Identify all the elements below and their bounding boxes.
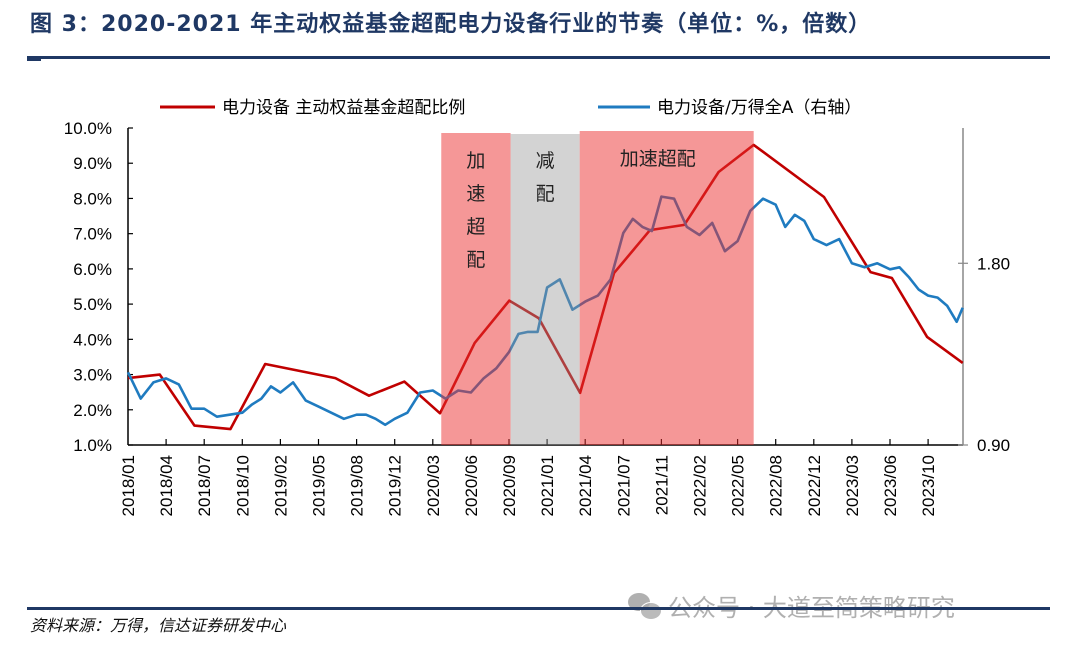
legend: 电力设备 主动权益基金超配比例 电力设备/万得全A（右轴）	[160, 98, 861, 118]
x-tick-label: 2023/06	[881, 455, 900, 516]
annotation-band	[510, 134, 580, 445]
x-tick-label: 2021/11	[652, 455, 671, 515]
x-tick-label: 2023/10	[919, 455, 938, 516]
legend-label-allocation: 电力设备 主动权益基金超配比例	[222, 98, 465, 118]
series-line-relative	[126, 195, 964, 427]
x-tick-label: 2022/02	[691, 455, 710, 516]
x-tick-label: 2018/04	[157, 455, 176, 516]
y-left-tick-label: 3.0%	[73, 366, 112, 385]
y-left-tick-label: 1.0%	[73, 436, 112, 455]
y-right-tick-label: 1.80	[977, 254, 1010, 273]
x-tick-label: 2020/03	[424, 455, 443, 516]
y-left-tick-label: 8.0%	[73, 189, 112, 208]
wechat-icon	[628, 592, 662, 620]
tick-labels: 1.0% 2.0% 3.0% 4.0% 5.0% 6.0% 7.0% 8.0% 9.0% 10.0…	[64, 119, 1010, 516]
annotation-label-char: 加	[466, 150, 485, 172]
x-tick-label: 2019/12	[386, 455, 405, 516]
annotation-label-char: 减	[536, 150, 555, 172]
x-tick-label: 2019/05	[310, 455, 329, 516]
title-rule	[27, 56, 1050, 59]
watermark-text: 公众号 · 大道至简策略研究	[668, 594, 955, 622]
x-tick-label: 2022/08	[767, 455, 786, 516]
x-tick-label: 2019/08	[348, 455, 367, 516]
y-left-tick-label: 6.0%	[73, 260, 112, 279]
y-left-tick-label: 10.0%	[64, 119, 112, 138]
y-left-tick-label: 2.0%	[73, 401, 112, 420]
y-left-tick-label: 9.0%	[73, 154, 112, 173]
annotation-band	[441, 133, 511, 445]
x-tick-label: 2019/02	[271, 455, 290, 516]
x-tick-label: 2022/05	[729, 455, 748, 516]
figure-title: 图 3：2020-2021 年主动权益基金超配电力设备行业的节奏（单位：%，倍数…	[30, 12, 872, 37]
annotation-label-char: 速	[466, 183, 485, 205]
x-tick-label: 2021/07	[614, 455, 633, 516]
annotation-bands	[441, 131, 754, 445]
x-tick-label: 2021/01	[538, 455, 557, 516]
x-tick-label: 2018/07	[195, 455, 214, 516]
annotation-label: 加速超配	[620, 148, 696, 170]
x-tick-label: 2021/04	[576, 455, 595, 516]
annotation-label-char: 配	[466, 249, 485, 271]
watermark: 公众号 · 大道至简策略研究	[628, 588, 955, 623]
x-tick-label: 2018/01	[119, 455, 138, 516]
y-left-tick-label: 4.0%	[73, 330, 112, 349]
axes	[127, 127, 968, 446]
source-note: 资料来源：万得，信达证券研发中心	[30, 616, 287, 635]
footer-rule	[27, 607, 1050, 610]
y-right-tick-label: 0.90	[977, 436, 1010, 455]
y-left-tick-label: 7.0%	[73, 225, 112, 244]
x-tick-label: 2018/10	[233, 455, 252, 516]
title-rule-accent	[27, 59, 41, 61]
annotation-label-char: 超	[466, 216, 485, 238]
annotation-band	[579, 131, 754, 445]
x-tick-label: 2022/12	[805, 455, 824, 516]
x-tick-label: 2020/06	[462, 455, 481, 516]
legend-label-relative: 电力设备/万得全A（右轴）	[657, 98, 861, 118]
annotation-label-char: 配	[536, 183, 555, 205]
x-tick-label: 2023/03	[843, 455, 862, 516]
x-tick-label: 2020/09	[500, 455, 519, 516]
y-left-tick-label: 5.0%	[73, 295, 112, 314]
